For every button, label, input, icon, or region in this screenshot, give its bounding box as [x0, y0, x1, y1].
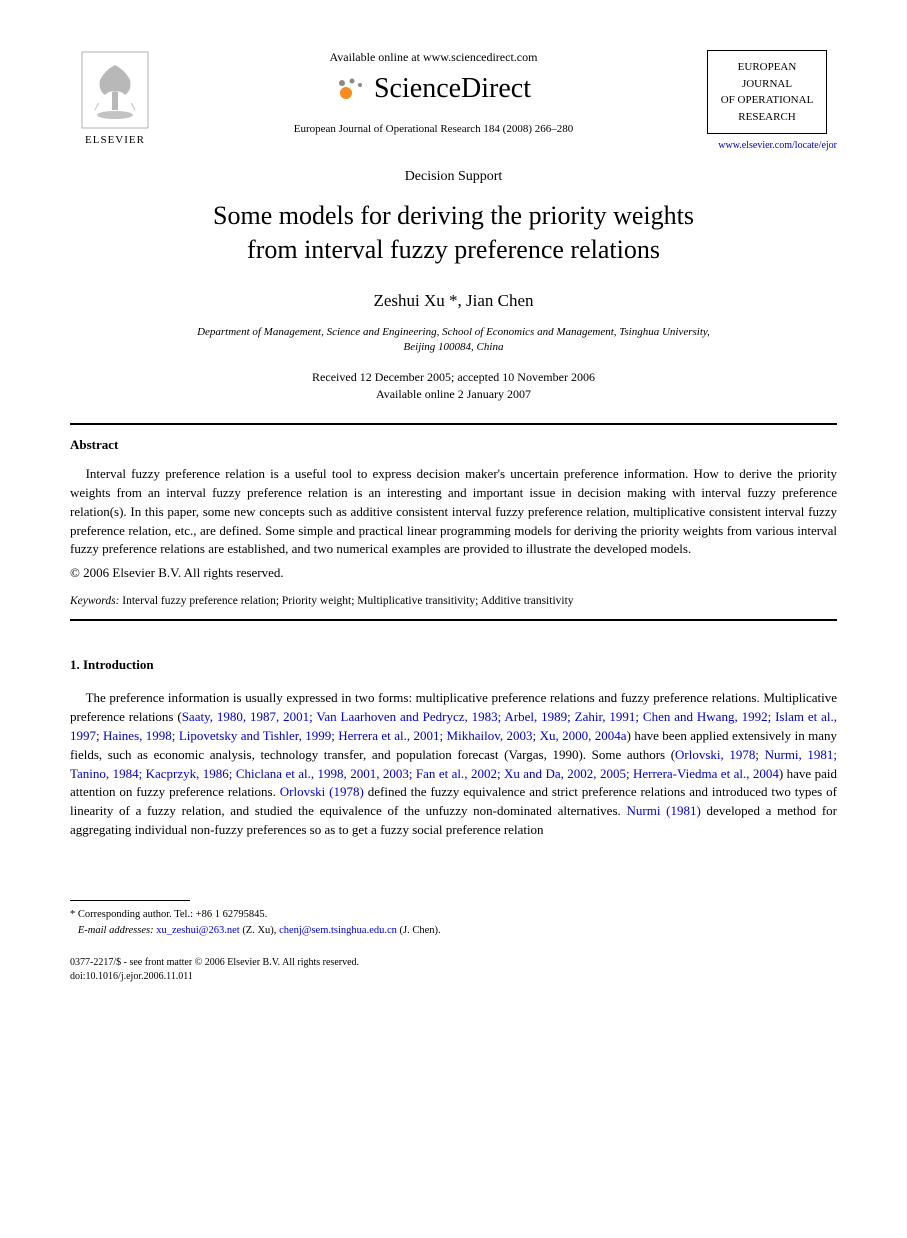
keywords-label: Keywords: — [70, 595, 119, 607]
affiliation: Department of Management, Science and En… — [70, 325, 837, 356]
doi-line: doi:10.1016/j.ejor.2006.11.011 — [70, 970, 837, 984]
doi-block: 0377-2217/$ - see front matter © 2006 El… — [70, 956, 837, 984]
journal-box-line: OF OPERATIONAL — [714, 92, 820, 109]
authors: Zeshui Xu *, Jian Chen — [70, 291, 837, 311]
title-line: from interval fuzzy preference relations — [247, 235, 660, 264]
elsevier-tree-logo — [80, 50, 150, 130]
affiliation-line: Department of Management, Science and En… — [197, 326, 710, 338]
header-row: ELSEVIER Available online at www.science… — [70, 50, 837, 151]
introduction-heading: 1. Introduction — [70, 657, 837, 673]
affiliation-line: Beijing 100084, China — [404, 341, 504, 353]
center-header: Available online at www.sciencedirect.co… — [160, 50, 707, 135]
section-label: Decision Support — [70, 169, 837, 185]
corresponding-author: * Corresponding author. Tel.: +86 1 6279… — [70, 907, 837, 923]
article-dates: Received 12 December 2005; accepted 10 N… — [70, 369, 837, 403]
keywords-text: Interval fuzzy preference relation; Prio… — [119, 595, 573, 607]
title-line: Some models for deriving the priority we… — [213, 201, 694, 230]
journal-box-line: RESEARCH — [714, 109, 820, 126]
introduction-paragraph: The preference information is usually ex… — [70, 689, 837, 840]
keywords-line: Keywords: Interval fuzzy preference rela… — [70, 595, 837, 607]
rule-above-abstract — [70, 423, 837, 425]
dates-line: Available online 2 January 2007 — [376, 387, 531, 401]
email-name: (Z. Xu), — [240, 925, 279, 936]
email-name: (J. Chen). — [397, 925, 441, 936]
elsevier-label: ELSEVIER — [85, 134, 145, 146]
email-line: E-mail addresses: xu_zeshui@263.net (Z. … — [70, 923, 837, 939]
citation-link[interactable]: Orlovski (1978) — [280, 784, 364, 799]
journal-box-line: EUROPEAN — [714, 59, 820, 76]
front-matter-line: 0377-2217/$ - see front matter © 2006 El… — [70, 956, 837, 970]
rule-below-keywords — [70, 619, 837, 621]
journal-box-line: JOURNAL — [714, 76, 820, 93]
elsevier-block: ELSEVIER — [70, 50, 160, 146]
journal-title-box: EUROPEAN JOURNAL OF OPERATIONAL RESEARCH — [707, 50, 827, 134]
journal-url-link[interactable]: www.elsevier.com/locate/ejor — [707, 140, 837, 151]
article-title: Some models for deriving the priority we… — [70, 199, 837, 267]
email-link[interactable]: xu_zeshui@263.net — [156, 925, 239, 936]
journal-citation: European Journal of Operational Research… — [175, 123, 692, 135]
copyright-line: © 2006 Elsevier B.V. All rights reserved… — [70, 565, 837, 581]
abstract-heading: Abstract — [70, 437, 837, 453]
email-label: E-mail addresses: — [78, 925, 154, 936]
sciencedirect-logo-row: ScienceDirect — [175, 73, 692, 105]
available-online-text: Available online at www.sciencedirect.co… — [175, 50, 692, 65]
sciencedirect-dots-icon — [336, 77, 366, 101]
footnote-rule — [70, 900, 190, 901]
citation-link[interactable]: Nurmi (1981) — [626, 803, 700, 818]
footnote-block: * Corresponding author. Tel.: +86 1 6279… — [70, 907, 837, 939]
sciencedirect-wordmark: ScienceDirect — [374, 73, 531, 105]
journal-box-column: EUROPEAN JOURNAL OF OPERATIONAL RESEARCH… — [707, 50, 837, 151]
abstract-body: Interval fuzzy preference relation is a … — [70, 465, 837, 559]
email-link[interactable]: chenj@sem.tsinghua.edu.cn — [279, 925, 397, 936]
dates-line: Received 12 December 2005; accepted 10 N… — [312, 370, 595, 384]
